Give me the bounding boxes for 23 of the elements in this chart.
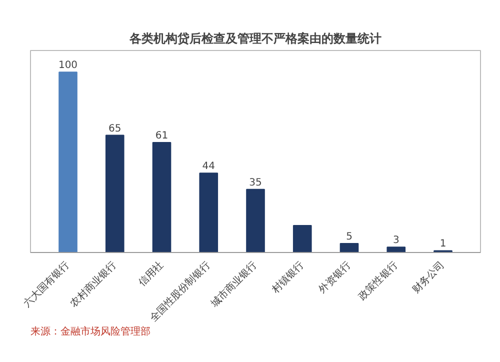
data-label: 5 <box>346 231 352 242</box>
source-note: 来源：金融市场风险管理部 <box>30 326 150 338</box>
bar <box>152 142 172 252</box>
x-tick-label: 外资银行 <box>316 258 354 296</box>
bar <box>105 134 124 252</box>
bar <box>386 246 406 252</box>
x-tick-label: 村镇银行 <box>268 258 306 296</box>
data-label: 61 <box>155 130 168 142</box>
x-tick-label: 财务公司 <box>410 258 447 296</box>
data-label: 100 <box>58 60 78 72</box>
data-label: 35 <box>249 177 262 188</box>
chart-title: 各类机构贷后检查及管理不严格案由的数量统计 <box>128 32 382 46</box>
bar <box>58 72 78 252</box>
bar <box>246 188 265 252</box>
data-label: 65 <box>108 123 122 134</box>
data-label: 3 <box>392 235 400 246</box>
bar <box>340 242 359 252</box>
data-label: 1 <box>440 238 446 250</box>
bar <box>292 224 312 252</box>
bar <box>199 172 218 252</box>
x-tick-label: 政策性银行 <box>356 258 400 303</box>
x-tick-label: 信用社 <box>136 258 166 289</box>
data-label: 44 <box>202 161 215 172</box>
